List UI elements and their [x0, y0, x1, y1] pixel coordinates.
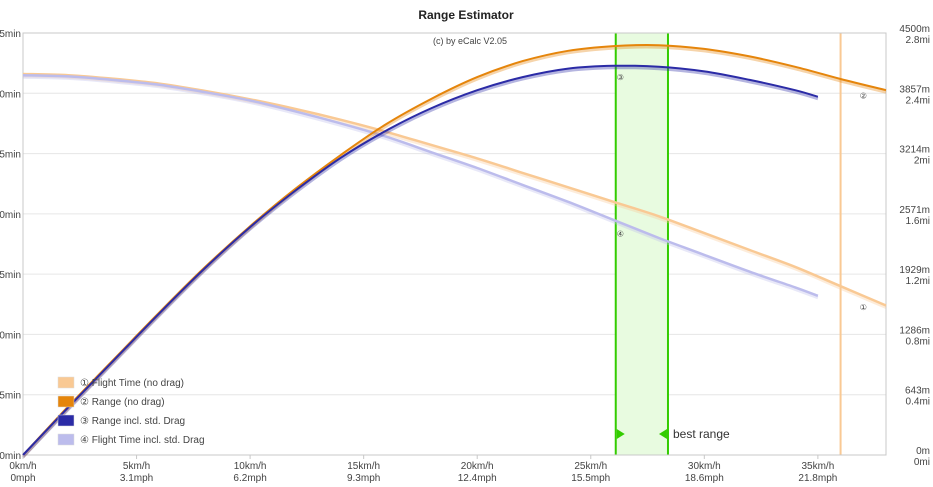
- x-tick-kmh: 0km/h: [9, 461, 36, 472]
- series-markers: ① ② ③ ④: [617, 73, 867, 312]
- y-left-tick-label: 10.0min: [0, 210, 21, 221]
- x-tick-kmh: 35km/h: [801, 461, 834, 472]
- best-range-label: best range: [673, 427, 730, 441]
- legend-entry: ① Flight Time (no drag): [80, 378, 184, 389]
- y-right-tick-miles: 0mi: [914, 457, 930, 468]
- y-right-tick-miles: 1.6mi: [906, 216, 930, 227]
- y-left-tick-label: 5.0min: [0, 330, 21, 341]
- x-tick-kmh: 5km/h: [123, 461, 150, 472]
- y-right-tick-meters: 0m: [916, 446, 930, 457]
- y-right-tick-miles: 2.8mi: [906, 35, 930, 46]
- x-tick-mph: 15.5mph: [571, 473, 610, 484]
- plot-frame: [22, 32, 887, 456]
- y-right-tick-miles: 0.8mi: [906, 336, 930, 347]
- x-tick-mph: 6.2mph: [233, 473, 266, 484]
- series-line-range-no-drag: [22, 44, 887, 456]
- x-tick-kmh: 25km/h: [574, 461, 607, 472]
- x-tick-mph: 9.3mph: [347, 473, 380, 484]
- y-right-tick-meters: 643m: [905, 386, 930, 397]
- y-left-tick-label: 12.5min: [0, 150, 21, 161]
- y-right-tick-meters: 3857m: [899, 84, 930, 95]
- y-left-tick-label: 17.5min: [0, 29, 21, 40]
- best-range-annotation: best range: [616, 427, 730, 441]
- legend-swatch: [57, 395, 75, 408]
- x-tick-mph: 3.1mph: [120, 473, 153, 484]
- series-marker: ④: [617, 230, 624, 239]
- x-tick-kmh: 10km/h: [234, 461, 267, 472]
- x-tick-mph: 18.6mph: [685, 473, 724, 484]
- y-right-tick-miles: 1.2mi: [906, 276, 930, 287]
- x-tick-mph: 12.4mph: [458, 473, 497, 484]
- series-line-flight-time-no-drag-shadow: [22, 74, 887, 309]
- x-tick-mph: 0mph: [10, 473, 35, 484]
- best-range-arrow-left: [616, 429, 625, 439]
- y-right-tick-meters: 2571m: [899, 205, 930, 216]
- best-range-arrow-right: [658, 429, 667, 439]
- legend: ① Flight Time (no drag) ② Range (no drag)…: [57, 376, 205, 446]
- best-range-band: [614, 33, 842, 455]
- series-line-flight-time-no-drag: [22, 72, 887, 307]
- x-tick-kmh: 15km/h: [347, 461, 380, 472]
- series-marker: ③: [617, 73, 624, 82]
- x-tick-mph: 21.8mph: [798, 473, 837, 484]
- series-layer: [21, 44, 887, 459]
- legend-entry: ② Range (no drag): [80, 397, 165, 408]
- y-left-tick-label: 0.0min: [0, 451, 21, 462]
- best-range-fill: [615, 33, 668, 455]
- series-line-flight-time-incl-std-drag: [22, 73, 819, 297]
- y-right-tick-meters: 3214m: [899, 145, 930, 156]
- y-right-tick-meters: 4500m: [899, 24, 930, 35]
- series-line-flight-time-incl-std-drag-shadow: [22, 75, 819, 300]
- chart-credit: (c) by eCalc V2.05: [433, 36, 507, 46]
- series-line-range-incl-std-drag-shadow: [21, 66, 819, 459]
- legend-entry: ③ Range incl. std. Drag: [80, 416, 185, 427]
- legend-swatch: [57, 414, 75, 427]
- legend-entry: ④ Flight Time incl. std. Drag: [80, 435, 205, 446]
- y-right-tick-meters: 1929m: [899, 265, 930, 276]
- y-axis-left-ticks: 0.0min 2.5min 5.0min 7.5min 10.0min 12.5min 15…: [0, 29, 21, 462]
- y-left-tick-label: 2.5min: [0, 391, 21, 402]
- series-marker: ②: [860, 92, 867, 101]
- y-right-tick-miles: 2.4mi: [906, 95, 930, 106]
- y-right-tick-miles: 2mi: [914, 156, 930, 167]
- legend-swatch: [57, 433, 75, 446]
- series-line-range-incl-std-drag: [22, 64, 819, 456]
- x-tick-kmh: 20km/h: [461, 461, 494, 472]
- y-left-tick-label: 7.5min: [0, 270, 21, 281]
- x-tick-kmh: 30km/h: [688, 461, 721, 472]
- y-right-tick-meters: 1286m: [899, 325, 930, 336]
- y-right-tick-miles: 0.4mi: [906, 397, 930, 408]
- y-left-tick-label: 15.0min: [0, 89, 21, 100]
- series-marker: ①: [860, 303, 867, 312]
- legend-swatch: [57, 376, 75, 389]
- grid-lines: [23, 92, 886, 396]
- chart-title: Range Estimator: [418, 8, 514, 22]
